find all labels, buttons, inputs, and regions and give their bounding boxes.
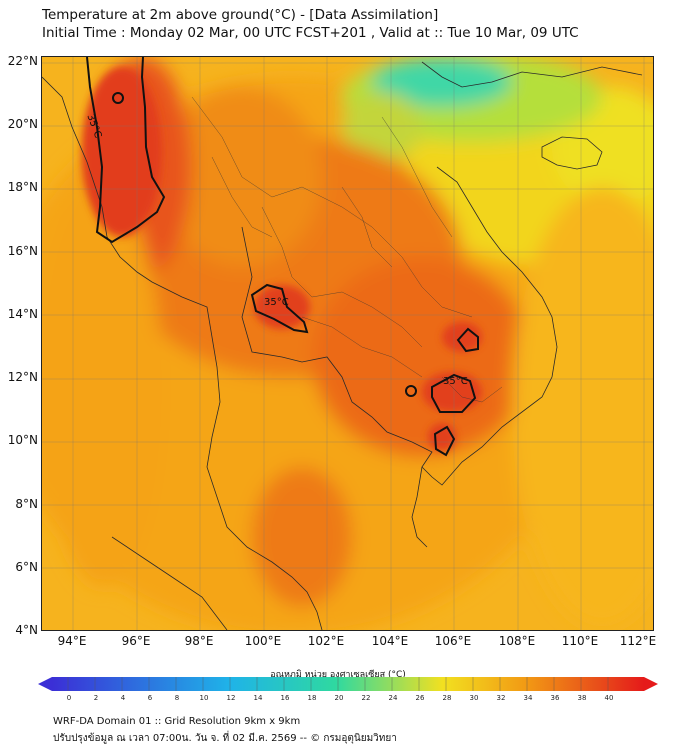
footer-model-info: WRF-DA Domain 01 :: Grid Resolution 9km … xyxy=(53,716,301,727)
lat-label-8n: 8°N xyxy=(15,497,38,511)
colorbar-tick-38: 38 xyxy=(577,694,587,702)
hainan-island xyxy=(541,136,603,170)
chart-title: Temperature at 2m above ground(°C) - [Da… xyxy=(42,7,439,23)
northern-coast xyxy=(421,61,643,88)
contour-southeast xyxy=(431,373,477,413)
lat-label-20n: 20°N xyxy=(7,117,38,131)
contour-central xyxy=(250,283,309,334)
lat-label-12n: 12°N xyxy=(7,370,38,384)
colorbar-tick-14: 14 xyxy=(253,694,263,702)
colorbar-tick-0: 0 xyxy=(66,694,72,702)
contour-label-central: 35°C xyxy=(264,297,289,308)
footer-update-info: ปรับปรุงข้อมูล ณ เวลา 07:00น. วัน จ. ที่… xyxy=(53,733,397,744)
contours-35c xyxy=(86,57,479,457)
lon-label-104e: 104°E xyxy=(371,634,409,648)
temperature-map: 35°C 35°C 35°C xyxy=(41,56,654,631)
lon-label-94e: 94°E xyxy=(57,634,87,648)
lat-label-6n: 6°N xyxy=(15,560,38,574)
admin-borders xyxy=(191,96,503,403)
gulf-and-indochina-coast xyxy=(241,166,558,486)
colorbar-tick-24: 24 xyxy=(388,694,398,702)
colorbar xyxy=(38,677,658,691)
lon-label-106e: 106°E xyxy=(434,634,472,648)
contour-southeast-small xyxy=(405,385,417,397)
lon-label-112e: 112°E xyxy=(619,634,657,648)
contour-delta xyxy=(433,425,456,457)
colorbar-title: อุณหภูมิ หน่วย องศาเซลเซียส (°C) xyxy=(270,670,406,680)
lat-label-14n: 14°N xyxy=(7,307,38,321)
contour-east xyxy=(456,327,479,353)
lat-label-16n: 16°N xyxy=(7,244,38,258)
contour-label-southeast: 35°C xyxy=(443,376,468,387)
hot-spots xyxy=(82,67,482,451)
lon-label-102e: 102°E xyxy=(307,634,345,648)
colorbar-tick-16: 16 xyxy=(280,694,290,702)
colorbar-tick-20: 20 xyxy=(334,694,344,702)
southern-coast xyxy=(111,536,228,630)
colorbar-tick-8: 8 xyxy=(174,694,180,702)
lon-label-100e: 100°E xyxy=(244,634,282,648)
colorbar-tick-26: 26 xyxy=(415,694,425,702)
colorbar-tick-12: 12 xyxy=(226,694,236,702)
lon-label-110e: 110°E xyxy=(561,634,599,648)
colorbar-tick-22: 22 xyxy=(361,694,371,702)
colorbar-tick-36: 36 xyxy=(550,694,560,702)
colorbar-max-arrow xyxy=(644,677,658,691)
chart-subtitle: Initial Time : Monday 02 Mar, 00 UTC FCS… xyxy=(42,25,579,41)
colorbar-tick-6: 6 xyxy=(147,694,153,702)
colorbar-tick-10: 10 xyxy=(199,694,209,702)
colorbar-min-arrow xyxy=(38,677,52,691)
contour-west xyxy=(86,57,166,244)
colorbar-tick-34: 34 xyxy=(523,694,533,702)
colorbar-tick-28: 28 xyxy=(442,694,452,702)
colorbar-tick-32: 32 xyxy=(496,694,506,702)
lon-label-98e: 98°E xyxy=(184,634,214,648)
colorbar-tick-30: 30 xyxy=(469,694,479,702)
colorbar-ticks xyxy=(67,677,609,691)
lon-label-108e: 108°E xyxy=(498,634,536,648)
map-canvas: 35°C 35°C 35°C xyxy=(42,57,653,630)
lat-label-4n: 4°N xyxy=(15,623,38,637)
lat-label-10n: 10°N xyxy=(7,433,38,447)
colorbar-tick-4: 4 xyxy=(120,694,126,702)
colorbar-gradient xyxy=(52,677,644,691)
lat-label-22n: 22°N xyxy=(7,54,38,68)
colorbar-tick-18: 18 xyxy=(307,694,317,702)
lat-label-18n: 18°N xyxy=(7,180,38,194)
contour-west-small xyxy=(112,92,124,104)
lon-label-96e: 96°E xyxy=(121,634,151,648)
colorbar-tick-2: 2 xyxy=(93,694,99,702)
temperature-field-blobs xyxy=(42,57,653,630)
cambodia-coast xyxy=(411,466,428,548)
colorbar-tick-40: 40 xyxy=(604,694,614,702)
